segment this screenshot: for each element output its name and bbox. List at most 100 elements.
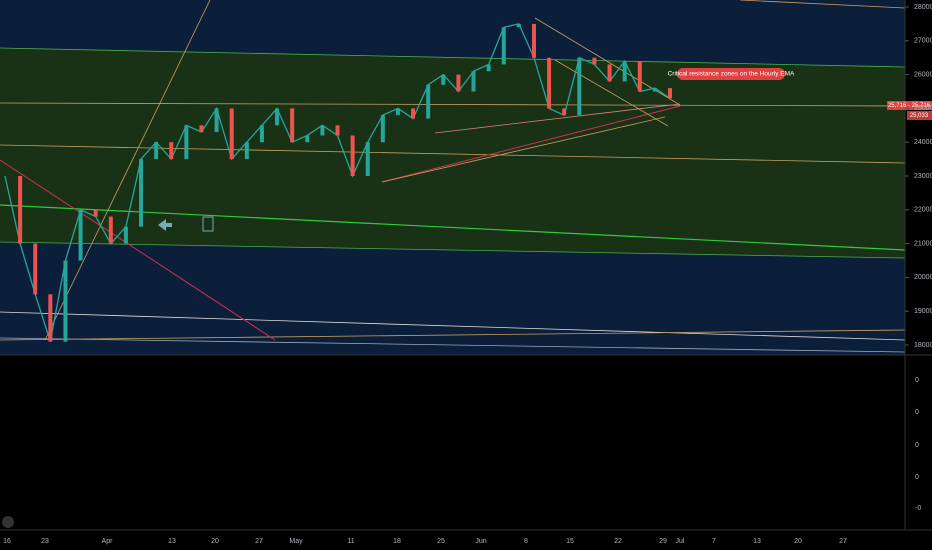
candle [486,64,491,72]
candle [395,108,400,116]
price-tick-label: 27000 [914,38,932,45]
candle [259,125,264,143]
price-tag-text: 25,716 - 25,716 [888,103,931,109]
candle [622,61,627,82]
candle [411,108,416,119]
hand-icon [202,216,214,232]
date-label: Jun [475,538,486,545]
date-label: 20 [211,538,219,545]
price-tick-label: 20000 [914,274,932,281]
date-label: Apr [102,538,114,545]
candle [229,108,234,160]
candle [652,88,657,92]
date-label: 13 [168,538,176,545]
candle [335,125,340,136]
candle [668,88,672,99]
annotation-text: Critical resistance zones on the Hourly … [668,71,795,78]
candle [199,125,204,133]
date-label: 15 [566,538,574,545]
trend-line [0,337,906,353]
candle [63,260,68,342]
candle [290,108,295,143]
trend-line [434,103,681,134]
date-label: 29 [659,538,667,545]
candle [350,135,355,176]
candle [516,23,521,28]
date-label: 22 [614,538,622,545]
price-tick-label: 24000 [914,139,932,146]
arrow-icon [158,219,172,231]
candle [501,27,506,65]
candle [139,159,144,227]
green-zone [0,48,905,258]
candle [184,125,189,160]
trend-line [381,116,666,183]
candle [18,176,23,244]
candle [607,64,612,82]
date-label: 7 [712,538,716,545]
candle [154,142,159,160]
price-tick-label: 25000 [914,105,932,112]
trend-line [739,0,906,9]
candle [214,108,219,133]
price-tick-label: 26000 [914,71,932,78]
date-label: Jul [676,538,685,545]
indicator-pane [0,355,905,530]
zone-edge [0,47,906,68]
trend-line [0,159,276,341]
indicator-tick-label: 0 [915,409,919,416]
annotation-bubble [677,68,785,80]
candle [592,57,597,65]
candle [33,243,38,295]
candle [275,108,280,126]
candle [93,209,98,217]
candle [456,74,461,92]
date-label: 27 [255,538,263,545]
wedge-line [554,59,669,127]
candle [123,226,128,244]
price-tick-label: 18000 [914,342,932,349]
candle [637,61,642,92]
candle [562,108,567,116]
trend-line [44,0,211,341]
date-label: 23 [41,538,49,545]
price-tag [887,101,932,110]
candle [426,84,431,119]
candle [244,142,249,160]
date-label: 20 [794,538,802,545]
candle [531,23,536,58]
indicator-tick-label: 0 [915,474,919,481]
candle [48,294,53,342]
date-label: 13 [753,538,761,545]
candle [471,71,476,92]
date-label: 8 [524,538,528,545]
price-tick-label: 22000 [914,207,932,214]
logo[interactable] [2,516,14,528]
date-label: 11 [347,538,354,545]
indicator-tick-label: -0 [915,505,921,512]
candle [577,57,582,116]
price-tick-label: 21000 [914,240,932,247]
candle [380,115,385,143]
price-tick-label: 23000 [914,173,932,180]
price-tag-text: 25,033 [910,113,929,119]
candle [441,74,446,85]
candle [78,209,83,261]
price-tag [907,111,932,120]
candle [547,57,552,109]
trend-line [381,105,681,183]
price-tick-label: 19000 [914,308,932,315]
indicator-tick-label: 0 [915,442,919,449]
level-line [0,102,906,107]
candle [169,142,174,160]
zone-edge [0,241,906,259]
trend-line [0,204,906,251]
indicator-tick-label: 0 [915,377,919,384]
price-tick-label: 28000 [914,4,932,11]
candle [365,142,370,176]
candle [305,135,310,143]
trend-line [0,311,906,341]
date-label: May [289,538,303,545]
candle [108,216,113,244]
